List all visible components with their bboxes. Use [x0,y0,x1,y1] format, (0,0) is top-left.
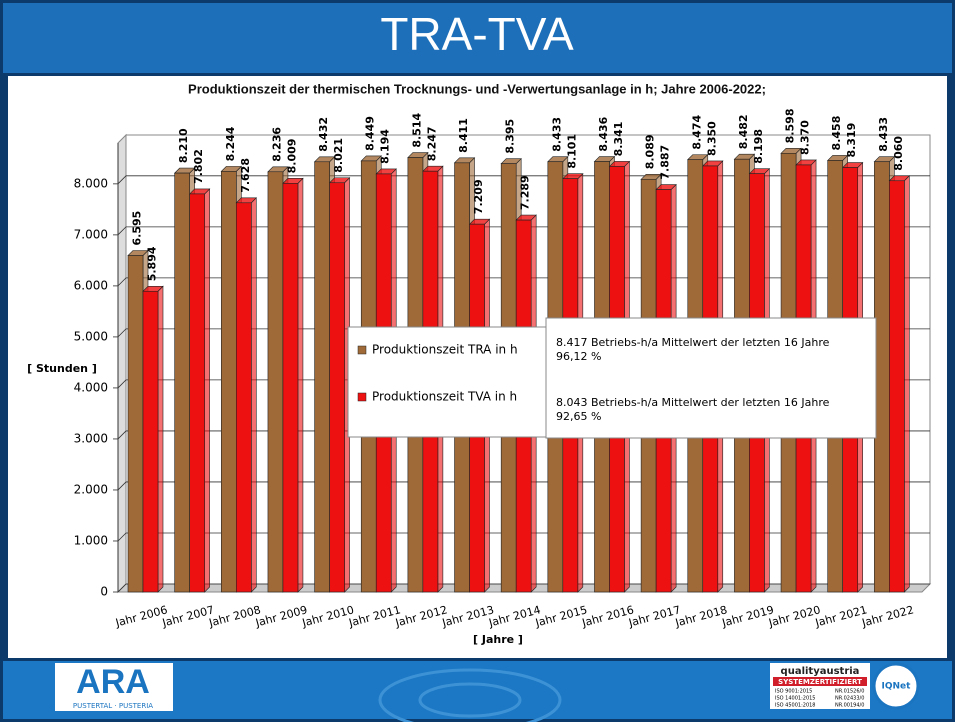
bar [142,290,159,593]
value-label: 8.598 [784,109,797,144]
bar [329,182,345,593]
bar [282,183,299,593]
value-label: 8.433 [550,117,563,152]
value-label: 7.802 [192,149,205,184]
annotation-box [545,317,877,439]
iqnet-logo [872,662,920,710]
iso: NR.01526/0 [835,689,864,695]
header-title: TRA-TVA [380,8,574,60]
value-label: 8.244 [224,126,237,161]
cert-band [773,677,867,686]
legend-swatch [357,392,367,402]
ara-logo-sub: PUSTERTAL · PUSTERIA [73,702,153,710]
bar-depth [157,285,164,593]
value-label: 8.060 [892,136,905,171]
value-label: 8.089 [644,134,657,169]
value-label: 7.289 [519,175,532,210]
ara-logo [55,663,173,711]
value-label: 6.595 [131,211,144,246]
legend-label: Produktionszeit TVA in h [372,390,517,404]
value-label: 8.482 [737,114,750,149]
y-tick-label: 0 [100,585,108,599]
y-tick-label: 4.000 [74,380,108,394]
y-tick-label: 2.000 [74,482,108,496]
value-label: 8.009 [285,139,298,174]
y-tick-label: 5.000 [74,329,108,343]
iso: ISO 9001:2015 [775,689,812,695]
value-label: 8.432 [317,117,330,152]
value-label: 8.436 [597,116,610,151]
iso: ISO 45001:2018 [775,703,816,709]
value-label: 7.887 [659,145,672,180]
value-label: 7.628 [239,158,252,193]
bar [189,193,205,593]
cert-text: SYSTEMZERTIFIZIERT [778,678,862,686]
value-label: 8.474 [690,114,703,149]
bar [314,161,330,593]
value-label: 8.210 [177,128,190,163]
value-label: 8.247 [425,126,438,161]
bar-depth [204,188,210,593]
value-label: 8.411 [457,118,470,153]
legend-label: Produktionszeit TRA in h [372,343,518,357]
y-tick-label: 1.000 [74,533,108,547]
value-label: 8.514 [410,112,423,147]
legend-box [347,326,547,438]
value-label: 8.433 [877,117,890,152]
value-label: 5.894 [146,246,159,281]
value-label: 8.101 [565,134,578,169]
value-label: 8.319 [845,123,858,158]
value-label: 8.236 [270,127,283,162]
iso: ISO 14001:2015 [775,696,816,702]
value-label: 8.395 [504,119,517,154]
y-axis-label: [ Stunden ] [27,362,97,375]
value-label: 8.458 [830,116,843,151]
x-axis-label: [ Jahre ] [473,633,523,646]
bar [889,180,905,593]
y-tick-label: 3.000 [74,431,108,445]
bar [874,161,890,593]
value-label: 8.370 [799,120,812,155]
annotation: 92,65 % [556,410,601,423]
annotation: 8.043 Betriebs-h/a Mittelwert der letzte… [556,396,830,409]
side-wall [117,133,127,594]
quality-text: qualityaustria [781,666,860,677]
value-label: 8.194 [379,129,392,164]
grid-line [117,175,930,185]
chart-title: Produktionszeit der thermischen Trocknun… [188,81,766,96]
annotation: 8.417 Betriebs-h/a Mittelwert der letzte… [556,336,830,349]
value-label: 8.198 [752,129,765,164]
y-tick-label: 8.000 [74,176,108,190]
y-tick-label: 7.000 [74,227,108,241]
value-label: 8.021 [332,138,345,173]
iqnet-text: IQNet [882,682,912,692]
bar-depth [904,175,910,593]
value-label: 8.350 [705,121,718,156]
iso: NR.00194/0 [835,703,864,709]
value-label: 8.449 [364,116,377,151]
bar [220,171,237,593]
iso: NR.02433/0 [835,696,864,702]
bar-depth [297,177,304,593]
legend-swatch [357,345,367,355]
bar [267,171,284,593]
footer-decoration [418,682,522,718]
annotation: 96,12 % [556,350,601,363]
bar [235,202,252,593]
bar [174,172,190,593]
bar-depth [250,197,257,593]
y-tick-label: 6.000 [74,278,108,292]
ara-logo-text: ARA [76,663,150,701]
header-band [3,3,952,73]
value-label: 8.341 [612,122,625,157]
bar [127,255,144,593]
value-label: 7.209 [472,179,485,214]
footer-decoration [378,668,562,722]
